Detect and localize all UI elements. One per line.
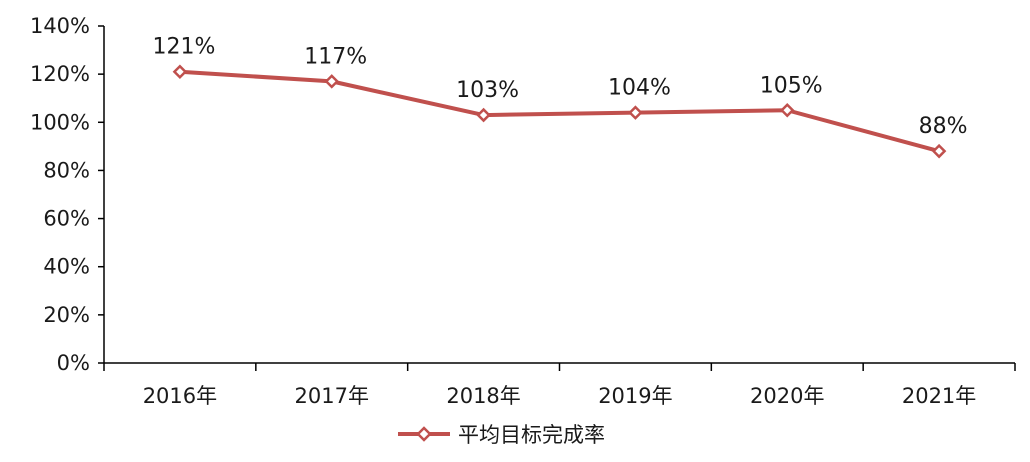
data-label: 88% [919, 114, 968, 139]
y-axis: 0% 20% 40% 60% 80% 100% 120% 140% [30, 14, 105, 375]
data-point-marker [931, 143, 947, 159]
data-point-marker [628, 105, 643, 120]
y-tick-label: 100% [30, 110, 90, 134]
legend: 平均目标完成率 [398, 423, 605, 447]
y-tick-label: 140% [30, 14, 90, 38]
x-tick-label: 2021年 [902, 384, 976, 408]
data-label: 117% [304, 44, 367, 69]
x-tick-label: 2019年 [598, 384, 672, 408]
data-point-marker [172, 64, 188, 80]
y-tick-label: 60% [43, 207, 90, 231]
data-point-marker [476, 107, 491, 123]
data-label: 103% [456, 78, 519, 103]
data-point-marker [779, 102, 795, 118]
legend-diamond-marker [416, 426, 432, 442]
y-tick-label: 20% [43, 303, 90, 327]
y-tick-label: 120% [30, 62, 90, 86]
data-point-marker [324, 74, 340, 89]
x-tick-label: 2017年 [295, 384, 369, 408]
x-axis: 2016年 2017年 2018年 2019年 2020年 2021年 [103, 362, 1016, 408]
data-label: 121% [152, 35, 215, 60]
series-line-group [172, 64, 947, 159]
x-tick-label: 2016年 [143, 384, 217, 408]
y-tick-label: 40% [43, 255, 90, 279]
x-tick-label: 2020年 [750, 384, 824, 408]
data-labels: 121% 117% 103% 104% 105% 88% [152, 35, 967, 139]
y-tick-label: 0% [57, 351, 90, 375]
data-label: 104% [608, 76, 671, 101]
legend-label: 平均目标完成率 [458, 423, 605, 447]
y-tick-label: 80% [43, 158, 90, 182]
data-label: 105% [760, 73, 823, 98]
x-tick-label: 2018年 [446, 384, 520, 408]
series-line [179, 69, 940, 154]
